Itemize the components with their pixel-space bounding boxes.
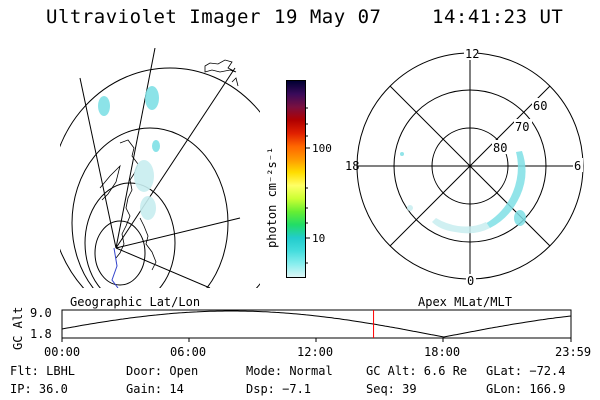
geo-grid-arc	[94, 220, 146, 286]
timeline-xtick: 18:00	[424, 345, 460, 359]
info-seq: Seq: 39	[366, 382, 417, 396]
geo-caption: Geographic Lat/Lon	[70, 295, 201, 309]
info-glat: GLat: −72.4	[486, 364, 566, 378]
lat-label-80: 80	[493, 141, 507, 155]
aurora-patch	[407, 205, 413, 211]
coastline	[139, 217, 157, 271]
geo-grid-line	[115, 48, 156, 249]
lat-label-60: 60	[533, 99, 547, 113]
aurora-patch	[145, 86, 159, 110]
mlt-label-6: 6	[574, 159, 581, 173]
polar-plot: 12 18 6 0 60 70 80	[345, 46, 584, 286]
colorbar-tick-label: 10	[312, 232, 325, 245]
altitude-timeline: GC Alt 9.0 1.8 00:00 06:00 12:00 18:00 2…	[11, 306, 591, 359]
coastline	[231, 77, 239, 87]
timeline-xtick: 23:59	[555, 345, 591, 359]
coastline	[99, 164, 121, 201]
geo-grid-arc	[71, 127, 229, 288]
info-dsp: Dsp: −7.1	[246, 382, 312, 396]
time-label: 14:41:23 UT	[432, 6, 564, 28]
coastline	[204, 59, 237, 73]
lat-label-70: 70	[515, 120, 529, 134]
coastline	[115, 139, 139, 259]
altitude-curve	[61, 310, 572, 338]
coastline-blue	[111, 247, 119, 288]
colorbar-tick-label: 100	[312, 142, 332, 155]
geo-grid-line	[115, 247, 211, 288]
info-mode: Mode: Normal	[246, 364, 333, 378]
date-label: 19 May 07	[274, 6, 382, 28]
mlt-label-18: 18	[345, 159, 359, 173]
apex-caption: Apex MLat/MLT	[418, 295, 512, 309]
timeline-xtick: 06:00	[170, 345, 206, 359]
timeline-xtick: 00:00	[44, 345, 80, 359]
aurora-patch	[140, 196, 156, 220]
geo-grid-arc	[84, 182, 176, 288]
timeline-ylabel: GC Alt	[11, 307, 25, 350]
aurora-patch	[134, 160, 154, 192]
geo-grid-line	[115, 217, 241, 249]
aurora-arc	[485, 151, 526, 228]
info-gain: Gain: 14	[126, 382, 184, 396]
aurora-patch	[400, 152, 404, 156]
info-door: Door: Open	[126, 364, 199, 378]
colorbar-axis: 100 10 photon cm⁻²s⁻¹	[265, 107, 332, 264]
mlt-label-0: 0	[467, 274, 474, 286]
aurora-patch	[152, 140, 160, 152]
info-filter: Flt: LBHL	[10, 364, 76, 378]
timeline-xtick: 12:00	[297, 345, 333, 359]
colorbar-label: photon cm⁻²s⁻¹	[265, 147, 279, 248]
info-gc-alt: GC Alt: 6.6 Re	[366, 364, 468, 378]
geographic-map	[60, 48, 260, 288]
mlt-label-12: 12	[465, 47, 479, 61]
geo-grid-line	[115, 67, 236, 249]
timeline-ytick: 9.0	[30, 306, 52, 320]
aurora-patch	[514, 210, 526, 226]
info-ip: IP: 36.0	[10, 382, 68, 396]
polar-axis-diagonal	[389, 85, 551, 247]
geo-grid-arc	[60, 67, 260, 288]
colorbar	[286, 80, 306, 278]
timeline-ytick: 1.8	[30, 327, 52, 341]
timeline-frame	[61, 309, 572, 339]
geo-grid-line	[79, 77, 117, 249]
aurora-arc	[432, 218, 490, 234]
info-glon: GLon: 166.9	[486, 382, 566, 396]
aurora-patch	[98, 96, 110, 116]
colorbar-gradient	[287, 81, 305, 277]
app-title: Ultraviolet Imager	[46, 6, 261, 28]
